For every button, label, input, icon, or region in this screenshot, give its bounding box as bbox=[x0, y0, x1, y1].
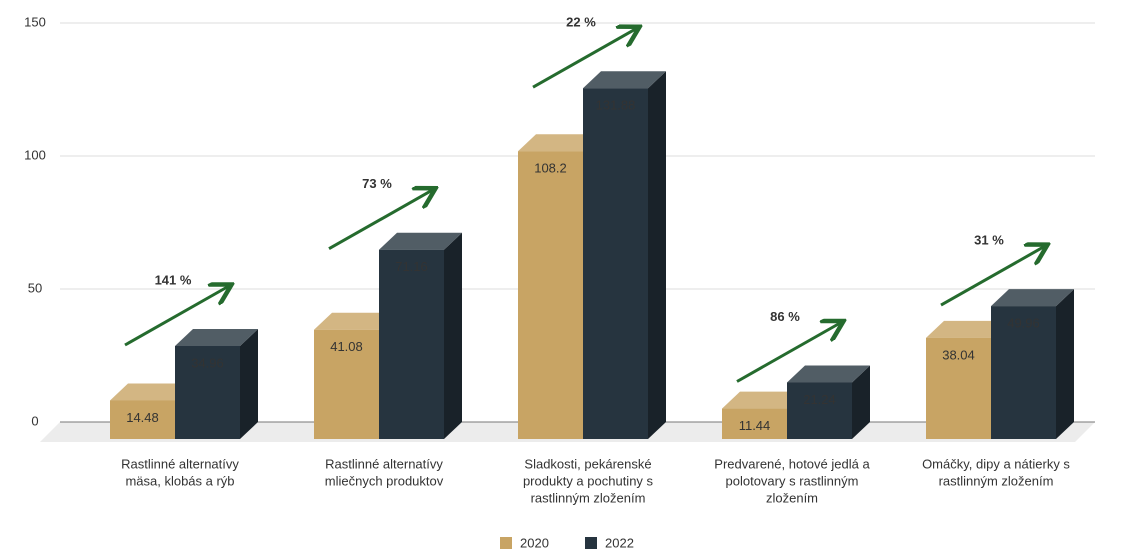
x-tick-label: rastlinným zložením bbox=[939, 473, 1054, 488]
value-label: 38.04 bbox=[942, 347, 975, 362]
trend-arrow bbox=[124, 286, 229, 347]
bar-top bbox=[991, 289, 1074, 307]
trend-arrow bbox=[328, 190, 433, 251]
trend-arrow bbox=[940, 246, 1045, 307]
x-tick-label: mliečnych produktov bbox=[325, 473, 444, 488]
bar bbox=[787, 365, 870, 439]
bar bbox=[175, 329, 258, 439]
annotation: 31 % bbox=[974, 233, 1004, 248]
value-label: 71.16 bbox=[395, 259, 428, 274]
trend-arrow bbox=[736, 323, 841, 383]
bar-side bbox=[852, 365, 870, 439]
annotation: 86 % bbox=[770, 309, 800, 324]
y-tick-label: 150 bbox=[24, 14, 46, 29]
bar-side bbox=[1056, 289, 1074, 439]
x-tick-label: Rastlinné alternatívy bbox=[121, 456, 239, 471]
bar-front bbox=[926, 337, 991, 439]
bar-top bbox=[314, 312, 397, 330]
bar-front bbox=[583, 88, 648, 439]
bar-top bbox=[787, 365, 870, 383]
bar bbox=[379, 232, 462, 439]
x-tick-label: Sladkosti, pekárenské bbox=[524, 456, 651, 471]
annotation: 73 % bbox=[362, 176, 392, 191]
x-tick-label: polotovary s rastlinným bbox=[726, 473, 859, 488]
bar bbox=[583, 71, 666, 439]
bar-front bbox=[110, 400, 175, 439]
bar-front bbox=[991, 306, 1056, 439]
y-tick-label: 50 bbox=[28, 280, 42, 295]
legend-label: 2022 bbox=[605, 535, 634, 550]
x-tick-label: Predvarené, hotové jedlá a bbox=[714, 456, 870, 471]
value-label: 49.96 bbox=[1007, 316, 1040, 331]
value-label: 21.24 bbox=[803, 392, 836, 407]
bar-top bbox=[583, 71, 666, 89]
value-label: 108.2 bbox=[534, 161, 567, 176]
value-label: 14.48 bbox=[126, 410, 159, 425]
x-tick-label: produkty a pochutiny s bbox=[523, 473, 654, 488]
x-tick-label: mäsa, klobás a rýb bbox=[125, 473, 234, 488]
bar-side bbox=[240, 329, 258, 439]
annotation: 141 % bbox=[155, 272, 192, 287]
x-tick-label: zložením bbox=[766, 490, 818, 505]
annotation: 22 % bbox=[566, 15, 596, 30]
bar-side bbox=[444, 232, 462, 439]
x-tick-label: Omáčky, dipy a nátierky s bbox=[922, 456, 1070, 471]
bar-front bbox=[379, 249, 444, 439]
bar-front bbox=[175, 346, 240, 439]
value-label: 41.08 bbox=[330, 339, 363, 354]
x-tick-label: Rastlinné alternatívy bbox=[325, 456, 443, 471]
value-label: 34.96 bbox=[191, 355, 224, 370]
y-tick-label: 100 bbox=[24, 147, 46, 162]
bar-top bbox=[926, 320, 1009, 338]
x-tick-label: rastlinným zložením bbox=[531, 490, 646, 505]
bar-front bbox=[722, 408, 787, 439]
bar-top bbox=[110, 383, 193, 401]
legend-swatch bbox=[585, 537, 597, 549]
bar-top bbox=[175, 329, 258, 347]
legend-label: 2020 bbox=[520, 535, 549, 550]
trend-arrow bbox=[532, 28, 637, 89]
bar-side bbox=[648, 71, 666, 439]
bar-top bbox=[518, 134, 601, 152]
value-label: 131.88 bbox=[596, 98, 636, 113]
legend-swatch bbox=[500, 537, 512, 549]
bar-front bbox=[787, 382, 852, 439]
bar-top bbox=[379, 232, 462, 250]
bar bbox=[991, 289, 1074, 439]
bar-front bbox=[314, 329, 379, 439]
y-tick-label: 0 bbox=[31, 413, 38, 428]
bar-top bbox=[722, 391, 805, 409]
value-label: 11.44 bbox=[739, 418, 771, 433]
bar-front bbox=[518, 151, 583, 440]
